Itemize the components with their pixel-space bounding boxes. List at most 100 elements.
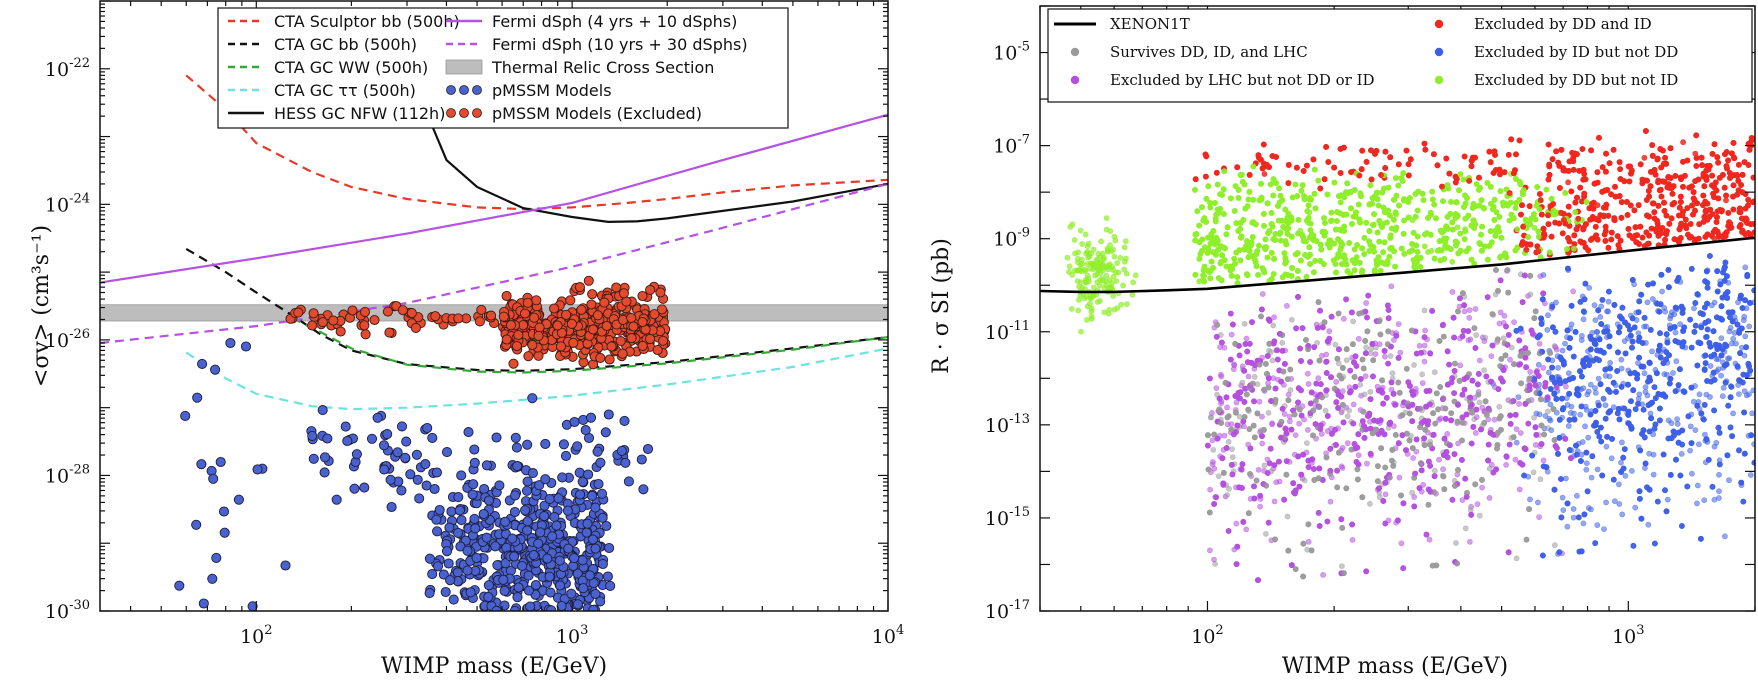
model-point: [1616, 481, 1622, 488]
model-point: [1565, 423, 1572, 429]
model-point: [569, 416, 580, 428]
model-point: [1224, 492, 1231, 498]
model-point: [1381, 353, 1388, 360]
model-point: [1335, 360, 1342, 367]
model-point: [1730, 335, 1737, 342]
model-point: [1431, 369, 1438, 376]
model-point: [1564, 523, 1571, 530]
model-point: [1459, 497, 1466, 503]
model-point: [1535, 499, 1541, 506]
model-point: [604, 542, 615, 554]
excluded-model-point: [508, 358, 519, 369]
model-point: [1672, 329, 1679, 336]
excluded-model-point: [645, 284, 656, 295]
model-point: [1635, 360, 1641, 366]
model-point: [1279, 339, 1286, 346]
model-point: [623, 476, 634, 487]
excluded-model-point: [453, 313, 464, 324]
model-point: [545, 587, 556, 598]
model-point: [1602, 402, 1609, 409]
tick-exponent: 4: [896, 623, 904, 638]
model-point: [581, 527, 592, 538]
model-point: [1751, 441, 1755, 448]
model-point: [1266, 347, 1272, 354]
model-point: [1270, 322, 1277, 329]
excluded-model-point: [501, 290, 512, 302]
model-point: [574, 467, 585, 478]
model-point: [1396, 474, 1403, 481]
model-point: [210, 364, 221, 375]
model-point: [587, 534, 598, 545]
model-point: [1570, 288, 1576, 295]
model-point: [1540, 457, 1547, 464]
excluded-model-point: [615, 336, 626, 347]
model-point: [601, 520, 612, 532]
left-y-tick-label: 10-24: [45, 191, 90, 216]
model-point: [1742, 333, 1749, 340]
excluded-model-point: [476, 304, 487, 315]
model-point: [1691, 305, 1697, 312]
model-point: [1221, 432, 1228, 439]
model-point: [456, 515, 467, 526]
model-point: [1318, 430, 1325, 437]
model-point: [520, 505, 531, 516]
tick-exponent: -24: [69, 191, 90, 206]
excluded-model-point: [533, 330, 544, 341]
model-point: [225, 337, 236, 349]
model-point: [1410, 455, 1416, 461]
model-point: [1586, 284, 1593, 291]
model-point: [1287, 387, 1294, 393]
model-point: [453, 527, 464, 538]
model-point: [1491, 416, 1498, 423]
model-point: [1257, 503, 1263, 510]
model-point: [1488, 353, 1495, 360]
model-point: [517, 560, 528, 572]
model-point: [349, 483, 360, 494]
model-point: [1707, 363, 1714, 369]
model-point: [1555, 364, 1561, 371]
model-point: [572, 568, 583, 579]
model-point: [462, 545, 473, 556]
model-point: [1500, 335, 1507, 342]
model-point: [340, 421, 351, 432]
excluded-model-point: [552, 320, 563, 331]
model-point: [1601, 526, 1607, 532]
model-point: [572, 441, 583, 452]
model-point: [1224, 421, 1231, 428]
left-x-tick-label: 102: [240, 623, 272, 648]
model-point: [470, 523, 481, 534]
model-point: [1687, 423, 1694, 430]
model-point: [1629, 467, 1635, 474]
model-point: [1689, 470, 1695, 477]
model-point: [197, 358, 208, 369]
model-point: [1314, 339, 1320, 346]
model-point: [580, 425, 591, 436]
model-point: [595, 457, 606, 468]
model-point: [1344, 440, 1351, 447]
model-point: [1580, 385, 1587, 391]
tick-base: 10: [45, 194, 69, 216]
model-point: [1587, 381, 1594, 388]
model-point: [1233, 399, 1240, 406]
model-point: [1649, 348, 1655, 355]
model-point: [539, 511, 550, 522]
model-point: [1236, 413, 1243, 420]
model-point: [1632, 504, 1639, 511]
model-point: [1711, 443, 1718, 450]
model-point: [422, 422, 433, 434]
model-point: [1722, 533, 1728, 540]
model-point: [593, 478, 604, 490]
left-plot-frame: [99, 0, 889, 612]
model-point: [1368, 345, 1375, 352]
model-point: [1548, 427, 1555, 434]
left-y-tick-label: 10-28: [45, 462, 90, 487]
excluded-model-point: [347, 305, 358, 316]
left-x-tick-label: 103: [556, 623, 588, 648]
model-point: [1431, 467, 1438, 474]
model-point: [1513, 426, 1520, 432]
model-point: [1276, 478, 1283, 485]
model-point: [1635, 395, 1642, 402]
model-point: [1585, 434, 1592, 441]
model-point: [522, 476, 533, 487]
